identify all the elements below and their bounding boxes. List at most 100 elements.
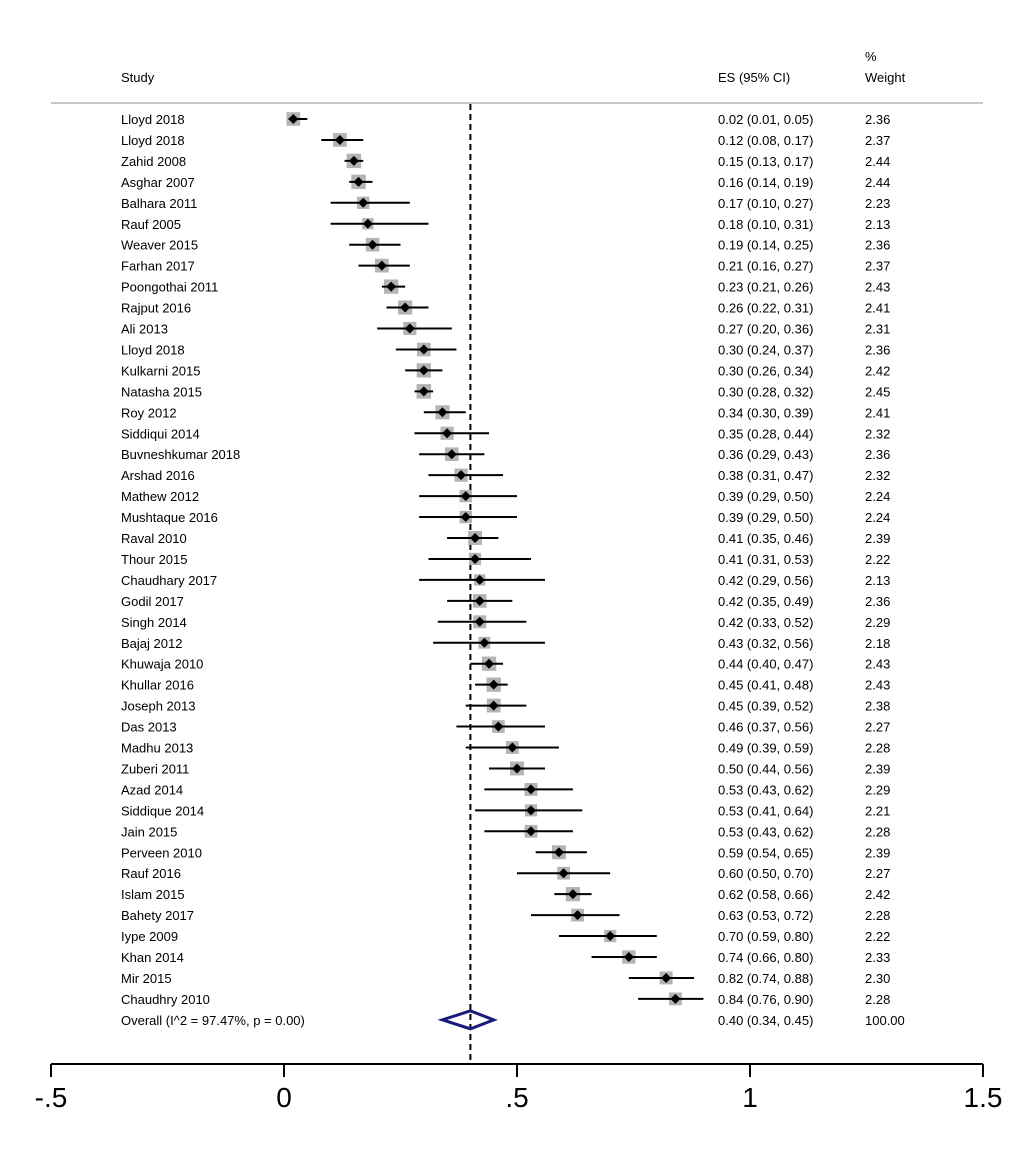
- weight-value: 2.43: [865, 657, 890, 672]
- es-ci-value: 0.45 (0.41, 0.48): [718, 678, 813, 693]
- study-name: Khuwaja 2010: [121, 657, 203, 672]
- es-ci-value: 0.19 (0.14, 0.25): [718, 238, 813, 253]
- weight-value: 2.27: [865, 866, 890, 881]
- study-row: Khan 2014 0.74 (0.66, 0.80) 2.33: [121, 950, 890, 965]
- overall-row: Overall (I^2 = 97.47%, p = 0.00) 0.40 (0.…: [121, 1009, 905, 1031]
- point-estimate-marker: [623, 952, 634, 962]
- weight-value: 2.39: [865, 531, 890, 546]
- es-ci-value: 0.62 (0.58, 0.66): [718, 887, 813, 902]
- es-ci-value: 0.45 (0.39, 0.52): [718, 699, 813, 714]
- point-estimate-marker: [470, 533, 481, 543]
- study-row: Iype 2009 0.70 (0.59, 0.80) 2.22: [121, 929, 890, 944]
- point-estimate-marker: [525, 826, 536, 837]
- study-row: Rauf 2005 0.18 (0.10, 0.31) 2.13: [121, 217, 890, 232]
- weight-value: 2.44: [865, 175, 890, 190]
- overall-diamond: [437, 1009, 498, 1031]
- study-row: Buvneshkumar 2018 0.36 (0.29, 0.43) 2.36: [121, 447, 890, 462]
- es-ci-value: 0.42 (0.35, 0.49): [718, 594, 813, 609]
- study-row: Raval 2010 0.41 (0.35, 0.46) 2.39: [121, 531, 890, 546]
- study-name: Mathew 2012: [121, 489, 199, 504]
- weight-value: 2.28: [865, 824, 890, 839]
- study-name: Weaver 2015: [121, 238, 198, 253]
- study-name: Islam 2015: [121, 887, 185, 902]
- study-name: Azad 2014: [121, 782, 183, 797]
- study-row: Siddique 2014 0.53 (0.41, 0.64) 2.21: [121, 803, 890, 818]
- weight-value: 2.22: [865, 929, 890, 944]
- study-row: Rajput 2016 0.26 (0.22, 0.31) 2.41: [121, 300, 890, 316]
- point-estimate-marker: [525, 784, 536, 795]
- point-estimate-marker: [418, 386, 429, 397]
- study-name: Bahety 2017: [121, 908, 194, 923]
- study-row: Zahid 2008 0.15 (0.13, 0.17) 2.44: [121, 153, 890, 169]
- es-ci-value: 0.17 (0.10, 0.27): [718, 196, 813, 211]
- study-name: Lloyd 2018: [121, 342, 185, 357]
- point-estimate-marker: [418, 344, 429, 355]
- study-name: Thour 2015: [121, 552, 188, 567]
- x-axis: -.5 0 .5 1 1.5: [35, 1063, 1002, 1113]
- weight-value: 2.32: [865, 426, 890, 441]
- study-column-header: Study: [121, 70, 155, 85]
- x-tick-label: -.5: [35, 1082, 68, 1113]
- study-row: Asghar 2007 0.16 (0.14, 0.19) 2.44: [121, 174, 890, 190]
- study-name: Zuberi 2011: [121, 761, 189, 776]
- es-ci-value: 0.30 (0.24, 0.37): [718, 342, 813, 357]
- weight-value: 2.28: [865, 741, 890, 756]
- overall-es-ci-value: 0.40 (0.34, 0.45): [718, 1013, 813, 1028]
- es-ci-value: 0.43 (0.32, 0.56): [718, 636, 813, 651]
- weight-value: 2.36: [865, 112, 890, 127]
- study-row: Thour 2015 0.41 (0.31, 0.53) 2.22: [121, 552, 890, 567]
- study-row: Singh 2014 0.42 (0.33, 0.52) 2.29: [121, 615, 890, 630]
- study-row: Mathew 2012 0.39 (0.29, 0.50) 2.24: [121, 489, 890, 504]
- study-row: Kulkarni 2015 0.30 (0.26, 0.34) 2.42: [121, 363, 890, 378]
- point-estimate-marker: [358, 197, 369, 208]
- weight-value: 2.21: [865, 803, 890, 818]
- x-tick-label: 0: [276, 1082, 292, 1113]
- study-name: Khullar 2016: [121, 678, 194, 693]
- weight-value: 2.43: [865, 678, 890, 693]
- study-name: Balhara 2011: [121, 196, 197, 211]
- study-row: Bajaj 2012 0.43 (0.32, 0.56) 2.18: [121, 636, 890, 651]
- point-estimate-marker: [670, 993, 681, 1004]
- study-row: Das 2013 0.46 (0.37, 0.56) 2.27: [121, 720, 890, 735]
- weight-value: 2.22: [865, 552, 890, 567]
- es-ci-value: 0.15 (0.13, 0.17): [718, 154, 813, 169]
- study-row: Bahety 2017 0.63 (0.53, 0.72) 2.28: [121, 908, 890, 923]
- study-row: Perveen 2010 0.59 (0.54, 0.65) 2.39: [121, 845, 890, 860]
- es-ci-value: 0.30 (0.26, 0.34): [718, 363, 813, 378]
- x-tick-label: .5: [505, 1082, 528, 1113]
- point-estimate-marker: [348, 155, 359, 166]
- point-estimate-marker: [572, 910, 583, 921]
- point-estimate-marker: [460, 491, 471, 502]
- point-estimate-marker: [488, 700, 499, 711]
- study-row: Islam 2015 0.62 (0.58, 0.66) 2.42: [121, 887, 890, 902]
- point-estimate-marker: [437, 407, 448, 418]
- weight-value: 2.37: [865, 259, 890, 274]
- es-ci-value: 0.38 (0.31, 0.47): [718, 468, 813, 483]
- point-estimate-marker: [493, 721, 504, 732]
- study-name: Mushtaque 2016: [121, 510, 218, 525]
- study-name: Khan 2014: [121, 950, 184, 965]
- es-ci-value: 0.34 (0.30, 0.39): [718, 405, 813, 420]
- es-ci-value: 0.39 (0.29, 0.50): [718, 510, 813, 525]
- study-name: Mir 2015: [121, 971, 172, 986]
- study-row: Mir 2015 0.82 (0.74, 0.88) 2.30: [121, 971, 890, 986]
- point-estimate-marker: [488, 679, 499, 690]
- study-row: Godil 2017 0.42 (0.35, 0.49) 2.36: [121, 594, 890, 609]
- study-name: Roy 2012: [121, 405, 177, 420]
- study-name: Lloyd 2018: [121, 112, 185, 127]
- point-estimate-marker: [605, 931, 616, 942]
- point-estimate-marker: [484, 658, 495, 669]
- weight-value: 2.27: [865, 720, 890, 735]
- weight-value: 2.13: [865, 217, 890, 232]
- es-ci-value: 0.74 (0.66, 0.80): [718, 950, 813, 965]
- study-name: Zahid 2008: [121, 154, 186, 169]
- study-name: Perveen 2010: [121, 845, 202, 860]
- es-ci-value: 0.41 (0.35, 0.46): [718, 531, 813, 546]
- weight-value: 2.39: [865, 761, 890, 776]
- study-name: Chaudhry 2010: [121, 992, 210, 1007]
- es-column-header: ES (95% CI): [718, 70, 790, 85]
- overall-label: Overall (I^2 = 97.47%, p = 0.00): [121, 1013, 305, 1028]
- weight-column-header: Weight: [865, 70, 906, 85]
- es-ci-value: 0.60 (0.50, 0.70): [718, 866, 813, 881]
